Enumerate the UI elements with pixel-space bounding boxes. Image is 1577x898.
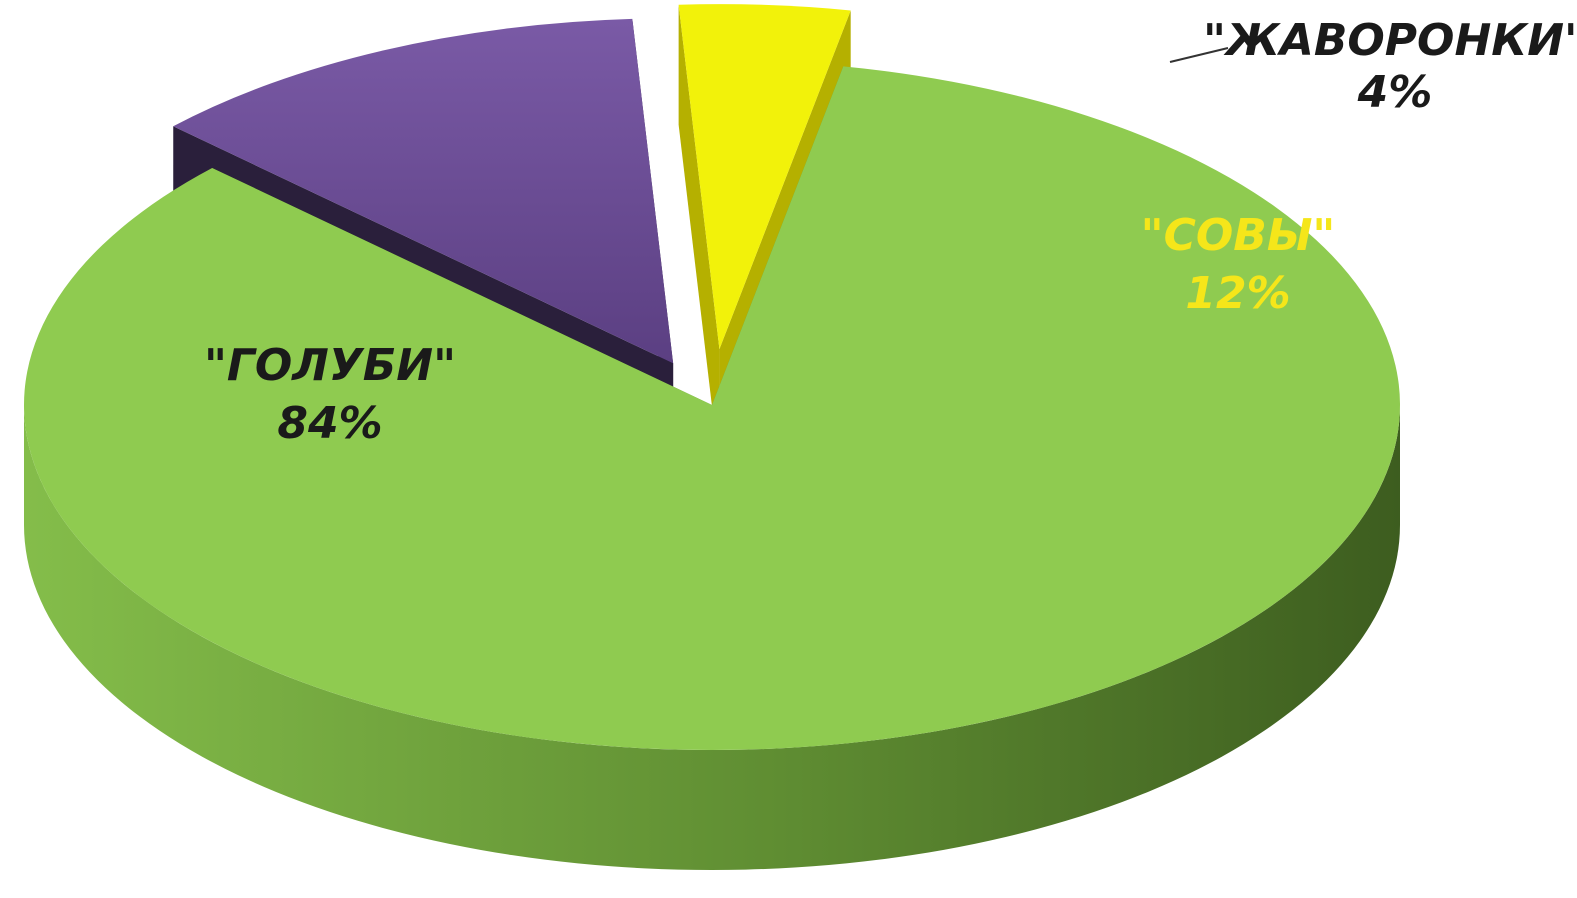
pie-slice-top — [173, 18, 674, 364]
pie-slice-cut-face — [678, 4, 720, 470]
pie-slice-top — [678, 4, 851, 350]
slice-value-label: 84% — [277, 398, 382, 449]
slice-label: "ЖАВОРОНКИ" — [1203, 15, 1577, 66]
pie-slice-side — [24, 405, 1400, 870]
slice-value-label: 12% — [1185, 268, 1290, 319]
pie-slice-0 — [23, 66, 1401, 870]
pie-slice-top — [23, 66, 1401, 750]
leader-line — [1169, 47, 1229, 63]
slice-label: "ГОЛУБИ" — [204, 340, 456, 391]
slice-label: "СОВЫ" — [1141, 210, 1336, 261]
slice-value-label: 4% — [1357, 67, 1433, 118]
